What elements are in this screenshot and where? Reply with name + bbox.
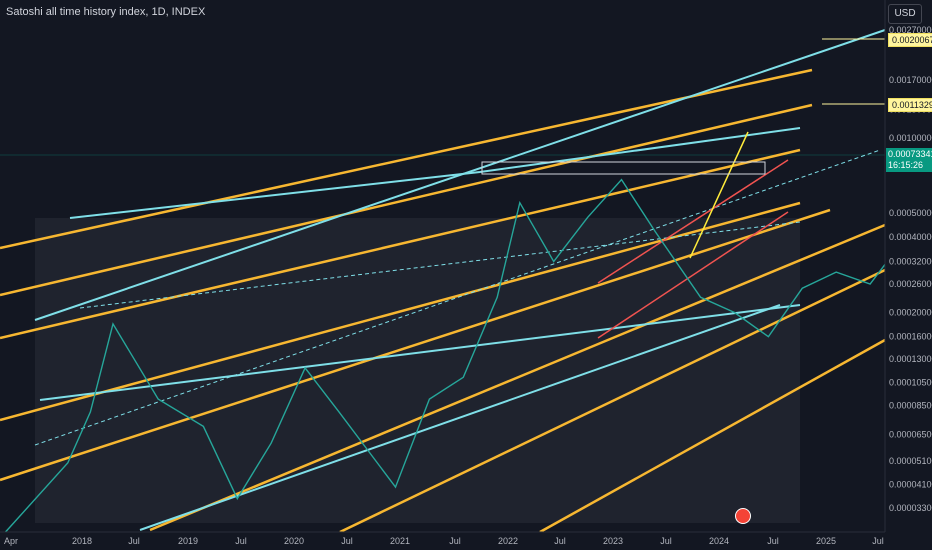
countdown-timer: 16:15:26 [888,160,924,170]
price-badge-mid: 0.00113295 [888,98,932,112]
time-tick: Jul [341,536,353,546]
time-tick: 2020 [284,536,304,546]
price-tick: 0.00040000 [889,232,932,242]
time-tick: 2023 [603,536,623,546]
price-tick: 0.00013000 [889,354,932,364]
time-tick: 2019 [178,536,198,546]
time-tick: Jul [872,536,884,546]
time-tick: Jul [554,536,566,546]
time-tick: 2024 [709,536,729,546]
price-tick: 0.00026000 [889,279,932,289]
time-tick: 2018 [72,536,92,546]
time-tick: 2025 [816,536,836,546]
last-price-badge: 0.00073341 16:15:26 [886,148,932,172]
shaded-region [35,218,800,523]
price-series-history [0,178,932,539]
time-tick: Apr [4,536,18,546]
currency-button[interactable]: USD [888,4,922,24]
price-tick: 0.00032000 [889,256,932,266]
time-tick: 2021 [390,536,410,546]
price-tick: 0.00270000 [889,25,932,35]
price-tick: 0.00006500 [889,429,932,439]
price-tick: 0.00008500 [889,400,932,410]
time-tick: Jul [449,536,461,546]
price-tick: 0.00010500 [889,377,932,387]
chart-title: Satoshi all time history index, 1D, INDE… [6,6,206,18]
flag-icon[interactable] [735,508,751,524]
last-price-value: 0.00073341 [888,149,932,159]
time-tick: Jul [235,536,247,546]
price-tick: 0.00005100 [889,456,932,466]
price-tick: 0.00003300 [889,503,932,513]
time-axis[interactable]: Apr 2018 Jul 2019 Jul 2020 Jul 2021 Jul 2022 Jul 20… [4,536,884,546]
trend-lines-cyan [34,29,886,531]
price-tick: 0.00100000 [889,133,932,143]
time-tick: 2022 [498,536,518,546]
price-tick: 0.00020000 [889,307,932,317]
price-tick: 0.00170000 [889,75,932,85]
time-tick: Jul [660,536,672,546]
price-badge-top: 0.00200671 [888,33,932,47]
price-tick: 0.00016000 [889,332,932,342]
time-tick: Jul [128,536,140,546]
price-tick: 0.00004100 [889,479,932,489]
price-tick: 0.00050000 [889,208,932,218]
time-tick: Jul [767,536,779,546]
